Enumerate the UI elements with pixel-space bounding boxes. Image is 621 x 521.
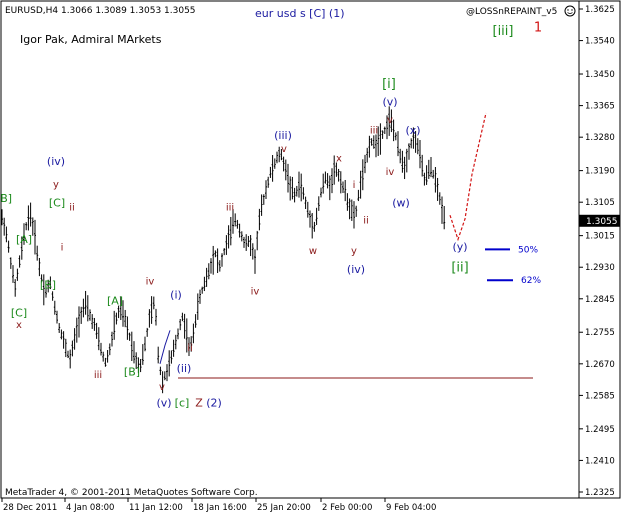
y-tick-label: 1.3280	[585, 133, 615, 143]
price-axis: 1.3625 1.3540 1.3450 1.3365 1.3280 1.3190 1.31…	[579, 5, 615, 498]
x-tick-label: 2 Feb 00:00	[322, 503, 372, 513]
y-tick-label: 1.3450	[585, 70, 615, 80]
wave-label: (y)	[452, 241, 467, 254]
wave-label: (x)	[405, 124, 420, 137]
wave-label: [C]	[49, 197, 65, 210]
wave-label: i	[61, 243, 64, 254]
wave-label: [A]	[107, 295, 123, 308]
wave-label: iii	[370, 125, 378, 136]
indicator-label: @LOSSnREPAINT_v5	[466, 7, 557, 17]
y-tick-label: 1.2325	[585, 488, 615, 498]
wave-label: ii	[69, 202, 75, 213]
y-tick-label: 1.3190	[585, 167, 615, 177]
wave-label: y	[53, 179, 59, 190]
wave-label: ii	[363, 215, 369, 226]
wave-label: [B]	[0, 192, 12, 205]
wave-label: x	[16, 320, 22, 331]
wave-label: iii	[226, 202, 234, 213]
wave-label: x	[336, 153, 342, 164]
x-tick-label: 4 Jan 08:00	[66, 503, 114, 513]
wave-label: v	[159, 382, 165, 393]
current-price-label: 1.3055	[586, 217, 618, 227]
wave-connector	[159, 330, 171, 364]
targets: 50% 62%	[485, 245, 541, 286]
wave-label: v	[387, 115, 393, 126]
x-tick-label: 9 Feb 04:00	[386, 503, 436, 513]
wave-label: [c]	[175, 397, 190, 410]
wave-label: iii	[94, 370, 102, 381]
wave-label: y	[351, 246, 357, 257]
y-tick-label: 1.2495	[585, 425, 615, 435]
wave-label: [A]	[16, 233, 32, 246]
wave-label: iv	[251, 287, 260, 298]
time-axis: 28 Dec 2011 4 Jan 08:00 11 Jan 12:00 18 Jan…	[1, 498, 436, 513]
wave-label: (ii)	[177, 362, 192, 375]
wave-label: (w)	[392, 197, 410, 210]
wave-label: ii	[187, 343, 193, 354]
wave-label: [i]	[382, 77, 396, 92]
wave-label: v	[281, 144, 287, 155]
wave-label: [iii]	[493, 24, 514, 39]
wave-label: (v)	[156, 397, 171, 410]
y-tick-label: 1.3365	[585, 102, 615, 112]
current-price-badge: 1.3055	[579, 214, 620, 227]
y-tick-label: 1.3015	[585, 232, 615, 242]
target-label: 62%	[521, 276, 541, 286]
y-tick-label: 1.2845	[585, 295, 615, 305]
current-price-box	[579, 214, 620, 227]
target-label: 50%	[518, 245, 538, 255]
x-tick-label: 25 Jan 20:00	[257, 503, 311, 513]
wave-label: [B]	[124, 366, 140, 379]
wave-label: [B]	[40, 278, 56, 291]
price-axis-border	[578, 0, 621, 499]
wave-label: (iii)	[274, 129, 292, 142]
wave-label: (v)	[382, 96, 397, 109]
y-tick-label: 1.2585	[585, 391, 615, 401]
chart-title: eur usd s [C] (1)	[255, 7, 345, 20]
x-tick-label: 28 Dec 2011	[3, 503, 57, 513]
wave-label: i	[353, 180, 356, 191]
chart-frame	[0, 0, 580, 499]
wave-label: (iv)	[47, 155, 65, 168]
y-tick-label: 1.2755	[585, 328, 615, 338]
wave-label: (i)	[170, 288, 182, 301]
wave-label: iv	[386, 167, 395, 178]
symbol-info: EURUSD,H4 1.3066 1.3089 1.3053 1.3055	[5, 6, 196, 16]
wave-label: [C]	[11, 306, 27, 319]
x-tick-label: 11 Jan 12:00	[129, 503, 183, 513]
author-label: Igor Pak, Admiral MArkets	[20, 33, 162, 46]
wave-label: iv	[146, 277, 155, 288]
price-bars	[1, 106, 446, 394]
x-tick-label: 18 Jan 16:00	[193, 503, 247, 513]
y-tick-label: 1.3625	[585, 5, 615, 15]
y-tick-label: 1.3540	[585, 37, 615, 47]
y-tick-label: 1.2670	[585, 360, 615, 370]
wave-label: [ii]	[451, 261, 468, 276]
y-tick-label: 1.3105	[585, 198, 615, 208]
wave-label: (2)	[206, 397, 222, 410]
wave-label: Z	[195, 397, 203, 410]
wave-label: w	[309, 246, 317, 257]
wave-label: (iv)	[347, 263, 365, 276]
projection-line	[449, 112, 487, 242]
smiley-icon	[564, 5, 576, 17]
y-tick-label: 1.2930	[585, 263, 615, 273]
wave-label: 1	[534, 20, 542, 35]
copyright-text: MetaTrader 4, © 2001-2011 MetaQuotes Sof…	[5, 488, 258, 498]
y-tick-label: 1.2410	[585, 456, 615, 466]
